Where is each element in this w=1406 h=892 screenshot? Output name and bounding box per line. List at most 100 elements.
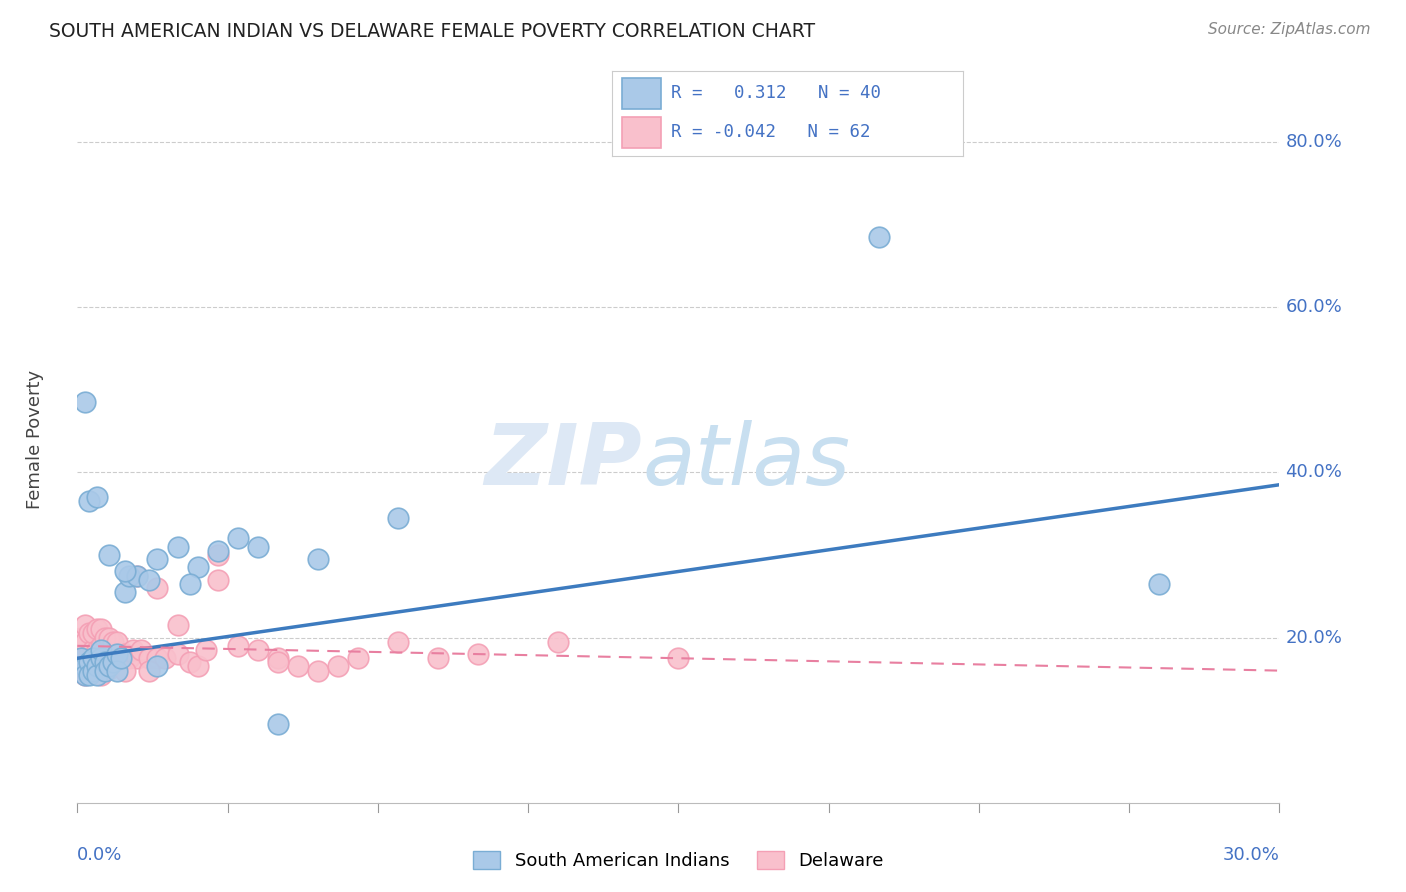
Point <box>166 540 188 554</box>
Point <box>1149 577 1171 591</box>
Point <box>70 651 93 665</box>
Point <box>114 647 136 661</box>
Point <box>186 560 209 574</box>
Point <box>146 581 169 595</box>
Point <box>114 565 136 579</box>
Point <box>94 647 117 661</box>
Point <box>226 532 249 546</box>
Point <box>267 651 290 665</box>
Point <box>79 659 101 673</box>
Point <box>86 623 108 637</box>
Point <box>127 568 149 582</box>
Point <box>79 647 101 661</box>
Point <box>267 717 290 731</box>
Point <box>287 659 309 673</box>
Point <box>82 651 104 665</box>
Point <box>179 656 201 670</box>
Text: 40.0%: 40.0% <box>1285 463 1343 482</box>
Point <box>110 651 132 665</box>
Point <box>75 667 97 681</box>
Point <box>467 647 489 661</box>
Point <box>868 230 890 244</box>
Text: R =   0.312   N = 40: R = 0.312 N = 40 <box>672 85 882 103</box>
Point <box>122 643 145 657</box>
FancyBboxPatch shape <box>621 117 661 147</box>
Point <box>79 494 101 508</box>
Point <box>82 656 104 670</box>
Point <box>82 664 104 678</box>
Text: SOUTH AMERICAN INDIAN VS DELAWARE FEMALE POVERTY CORRELATION CHART: SOUTH AMERICAN INDIAN VS DELAWARE FEMALE… <box>49 22 815 41</box>
Text: Female Poverty: Female Poverty <box>27 370 44 508</box>
Text: atlas: atlas <box>643 419 851 502</box>
Point <box>207 548 229 562</box>
Text: Source: ZipAtlas.com: Source: ZipAtlas.com <box>1208 22 1371 37</box>
Point <box>103 634 125 648</box>
Point <box>86 667 108 681</box>
Point <box>668 651 690 665</box>
Point <box>114 664 136 678</box>
Point <box>207 573 229 587</box>
Text: 80.0%: 80.0% <box>1285 133 1343 151</box>
Text: 0.0%: 0.0% <box>77 847 122 864</box>
Point <box>98 659 121 673</box>
Point <box>90 651 112 665</box>
Point <box>146 651 169 665</box>
Text: 30.0%: 30.0% <box>1223 847 1279 864</box>
Point <box>194 643 217 657</box>
Point <box>166 618 188 632</box>
Point <box>103 651 125 665</box>
Text: ZIP: ZIP <box>485 419 643 502</box>
Point <box>107 647 129 661</box>
Point <box>82 626 104 640</box>
Point <box>75 618 97 632</box>
Point <box>307 664 329 678</box>
Point <box>326 659 349 673</box>
Point <box>94 656 117 670</box>
Legend: South American Indians, Delaware: South American Indians, Delaware <box>467 844 890 878</box>
Point <box>75 647 97 661</box>
Point <box>90 651 112 665</box>
Point <box>307 552 329 566</box>
Point <box>166 647 188 661</box>
Point <box>86 643 108 657</box>
Point <box>79 626 101 640</box>
Point <box>146 659 169 673</box>
Point <box>127 568 149 582</box>
FancyBboxPatch shape <box>621 78 661 109</box>
Point <box>114 585 136 599</box>
Point <box>75 634 97 648</box>
Point <box>75 667 97 681</box>
Point <box>75 659 97 673</box>
Point <box>70 651 93 665</box>
Point <box>98 662 121 676</box>
Point <box>86 659 108 673</box>
Point <box>110 651 132 665</box>
Point <box>103 656 125 670</box>
Point <box>90 643 112 657</box>
Point <box>79 667 101 681</box>
Point <box>186 659 209 673</box>
Point <box>98 651 121 665</box>
Point <box>90 639 112 653</box>
Point <box>138 664 160 678</box>
Point <box>138 651 160 665</box>
Point <box>246 540 269 554</box>
Point <box>267 656 290 670</box>
Point <box>347 651 370 665</box>
Point <box>98 548 121 562</box>
Point <box>94 631 117 645</box>
Point <box>79 656 101 670</box>
Point <box>226 639 249 653</box>
Point <box>70 631 93 645</box>
Point <box>118 568 141 582</box>
Point <box>107 664 129 678</box>
Point <box>90 623 112 637</box>
Point <box>387 634 409 648</box>
Point <box>107 651 129 665</box>
Point <box>98 631 121 645</box>
Point <box>94 664 117 678</box>
Point <box>246 643 269 657</box>
Point <box>138 573 160 587</box>
Point <box>107 634 129 648</box>
Point <box>547 634 569 648</box>
